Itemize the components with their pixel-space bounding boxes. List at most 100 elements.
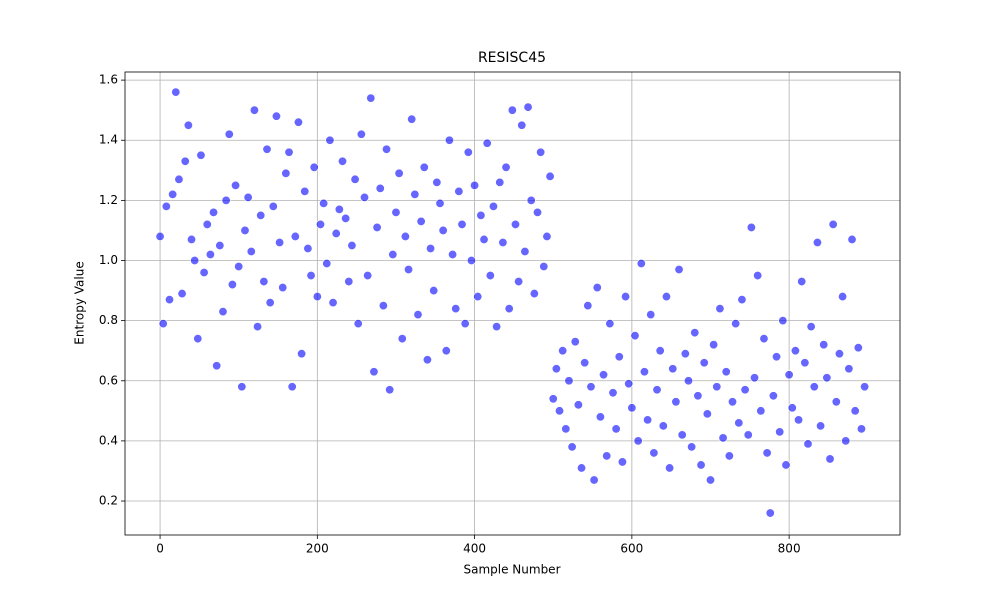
point: [709, 340, 719, 350]
point: [190, 256, 200, 266]
point: [677, 430, 687, 440]
point: [841, 436, 851, 446]
point: [438, 225, 448, 235]
points: [155, 87, 870, 518]
point: [797, 277, 807, 287]
point: [413, 310, 423, 320]
point: [293, 117, 303, 127]
point: [419, 162, 429, 172]
point: [385, 385, 395, 395]
point: [529, 289, 539, 299]
point: [806, 322, 816, 332]
point: [325, 135, 335, 145]
point: [290, 231, 300, 241]
point: [501, 162, 511, 172]
point: [718, 433, 728, 443]
point: [558, 346, 568, 356]
point: [161, 201, 171, 211]
point: [284, 147, 294, 157]
point: [690, 328, 700, 338]
point: [762, 448, 772, 458]
point: [432, 177, 442, 187]
x-tick-label: 600: [620, 542, 643, 556]
y-tick-label: 0.6: [99, 373, 118, 387]
point: [315, 219, 325, 229]
point: [775, 427, 785, 437]
point: [410, 189, 420, 199]
point: [180, 156, 190, 166]
point: [158, 319, 168, 329]
point: [300, 186, 310, 196]
point: [731, 319, 741, 329]
point: [573, 400, 583, 410]
point: [614, 352, 624, 362]
y-tick-label: 1.0: [99, 253, 118, 267]
point: [397, 334, 407, 344]
point: [426, 243, 436, 253]
point: [322, 259, 332, 269]
point: [699, 358, 709, 368]
point: [243, 192, 253, 202]
point: [492, 322, 502, 332]
point: [281, 168, 291, 178]
point: [435, 198, 445, 208]
point: [275, 237, 285, 247]
point: [577, 463, 587, 473]
point: [740, 385, 750, 395]
point: [319, 198, 329, 208]
point: [375, 183, 385, 193]
point: [356, 129, 366, 139]
point: [668, 364, 678, 374]
point: [360, 192, 370, 202]
point: [287, 382, 297, 392]
point: [422, 355, 432, 365]
point: [196, 150, 206, 160]
point: [212, 361, 222, 371]
point: [555, 406, 565, 416]
point: [702, 409, 712, 419]
point: [268, 201, 278, 211]
point: [743, 430, 753, 440]
point: [693, 391, 703, 401]
point: [227, 280, 237, 290]
point: [737, 295, 747, 305]
point: [391, 207, 401, 217]
point: [262, 144, 272, 154]
point: [696, 460, 706, 470]
point: [772, 352, 782, 362]
point: [482, 138, 492, 148]
point: [627, 403, 637, 413]
point: [683, 376, 693, 386]
point: [580, 358, 590, 368]
point: [231, 180, 241, 190]
point: [756, 406, 766, 416]
point: [457, 219, 467, 229]
point: [822, 373, 832, 383]
point: [570, 337, 580, 347]
point: [816, 421, 826, 431]
x-tick-label: 0: [156, 542, 164, 556]
point: [548, 394, 558, 404]
point: [633, 436, 643, 446]
point: [382, 144, 392, 154]
point: [507, 105, 517, 115]
point: [488, 201, 498, 211]
chart-title: RESISC45: [478, 50, 546, 66]
point: [183, 120, 193, 130]
point: [778, 316, 788, 326]
point: [517, 120, 527, 130]
plot-frame: [124, 71, 901, 536]
point: [407, 114, 417, 124]
point: [536, 147, 546, 157]
grid: [125, 72, 900, 535]
point: [794, 415, 804, 425]
point: [309, 162, 319, 172]
point: [205, 249, 215, 259]
point: [687, 442, 697, 452]
point: [297, 349, 307, 359]
point: [721, 367, 731, 377]
point: [394, 168, 404, 178]
point: [278, 283, 288, 293]
point: [705, 475, 715, 485]
